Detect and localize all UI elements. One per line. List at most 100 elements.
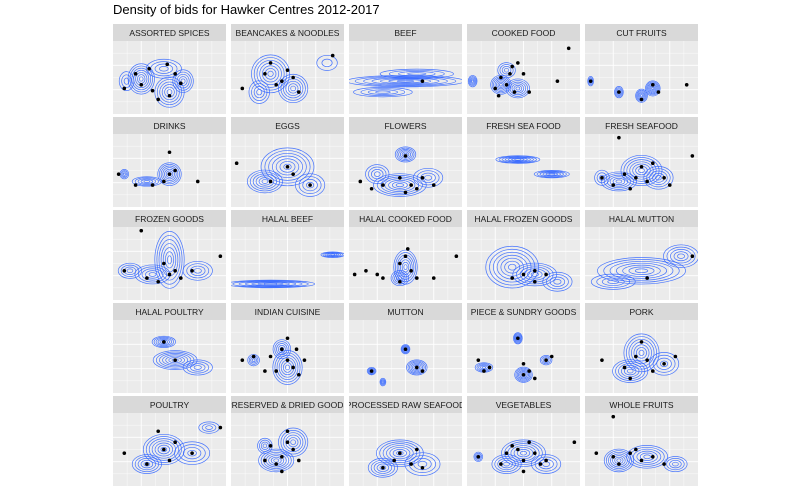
density-contour <box>498 155 538 164</box>
data-point <box>415 365 419 370</box>
data-point <box>145 276 149 280</box>
data-point <box>651 455 655 459</box>
data-point <box>487 365 492 370</box>
data-point <box>533 376 537 381</box>
data-point <box>611 455 616 459</box>
density-contour <box>255 175 275 188</box>
density-contour <box>468 76 477 87</box>
density-contour <box>137 178 157 185</box>
density-contour <box>273 458 280 463</box>
density-contour <box>201 423 217 432</box>
density-contour <box>367 89 398 95</box>
facet-panel: WHOLE FRUITS <box>585 396 698 486</box>
density-contour <box>306 181 315 189</box>
data-point <box>133 183 138 187</box>
data-point <box>521 372 526 377</box>
density-contour <box>640 94 643 98</box>
data-point <box>476 455 481 459</box>
facet-label: FROZEN GOODS <box>135 214 204 224</box>
data-point <box>566 46 571 51</box>
density-contour <box>615 361 646 381</box>
density-contour <box>633 344 650 362</box>
density-contour <box>497 62 516 79</box>
panel-plot-area <box>240 336 307 385</box>
data-point <box>403 154 408 158</box>
data-point <box>521 272 526 277</box>
facet-label: FRESH SEA FOOD <box>486 121 561 131</box>
density-contour <box>123 77 130 85</box>
density-contour <box>649 352 680 376</box>
density-contour <box>160 165 179 183</box>
density-contour <box>497 81 505 88</box>
density-contour <box>623 157 660 184</box>
data-point <box>274 369 279 373</box>
facet-panel: PORK <box>585 303 698 393</box>
density-contour <box>165 355 185 365</box>
data-point <box>294 347 299 352</box>
facet-panel: HALAL FROZEN GOODS <box>467 210 580 300</box>
density-contour <box>373 171 381 177</box>
data-point <box>403 347 408 352</box>
data-point <box>454 254 459 258</box>
density-contour <box>143 180 151 183</box>
facet-label: PIECE & SUNDRY GOODS <box>471 307 577 317</box>
data-point <box>415 276 419 280</box>
facet-label: PORK <box>629 307 653 317</box>
density-contour <box>471 79 474 83</box>
data-point <box>415 447 419 452</box>
facet-strip <box>113 24 226 41</box>
density-contour <box>174 441 211 465</box>
facet-panel: COOKED FOOD <box>467 24 580 114</box>
density-contour <box>138 266 168 283</box>
data-point <box>398 279 402 284</box>
density-contour <box>262 65 280 83</box>
data-point <box>280 469 284 474</box>
facet-label: WHOLE FRUITS <box>609 400 674 410</box>
data-point <box>308 183 312 187</box>
density-contour <box>626 159 657 182</box>
density-contour <box>287 83 299 94</box>
density-contour <box>402 346 409 352</box>
data-point <box>662 362 666 366</box>
density-contour <box>159 339 169 345</box>
data-point <box>268 354 273 359</box>
facet-label: HALAL BEEF <box>262 214 313 224</box>
density-contour <box>628 338 655 367</box>
data-point <box>381 465 385 470</box>
density-contour <box>145 58 182 79</box>
density-contour <box>368 368 375 374</box>
data-point <box>139 83 144 87</box>
data-point <box>493 86 498 91</box>
density-contour <box>131 67 152 91</box>
density-contour <box>629 161 654 180</box>
density-contour <box>531 454 562 474</box>
density-contour <box>251 281 290 286</box>
density-contour <box>499 64 514 77</box>
data-point <box>291 172 295 176</box>
density-contour <box>156 235 183 285</box>
data-point <box>634 176 638 180</box>
data-point <box>167 272 172 277</box>
density-contour <box>663 244 698 268</box>
facet-strip <box>467 303 580 320</box>
density-contour <box>514 366 533 383</box>
density-contour <box>140 459 154 469</box>
data-point <box>667 183 672 187</box>
data-point <box>516 447 520 452</box>
data-point <box>268 444 273 448</box>
panel-plot-area <box>358 146 444 197</box>
density-contour <box>603 173 634 190</box>
panel-plot-area <box>234 147 326 197</box>
density-contour <box>253 86 265 99</box>
density-contour <box>603 448 634 473</box>
density-contour <box>635 88 648 103</box>
data-point <box>588 79 593 83</box>
density-contour <box>251 83 268 101</box>
density-contour <box>137 458 157 471</box>
density-contour <box>134 456 160 473</box>
density-contour <box>279 161 296 173</box>
density-contour <box>656 357 672 370</box>
density-contour <box>542 271 573 292</box>
facet-label: HALAL MUTTON <box>609 214 674 224</box>
density-contour <box>503 67 510 73</box>
